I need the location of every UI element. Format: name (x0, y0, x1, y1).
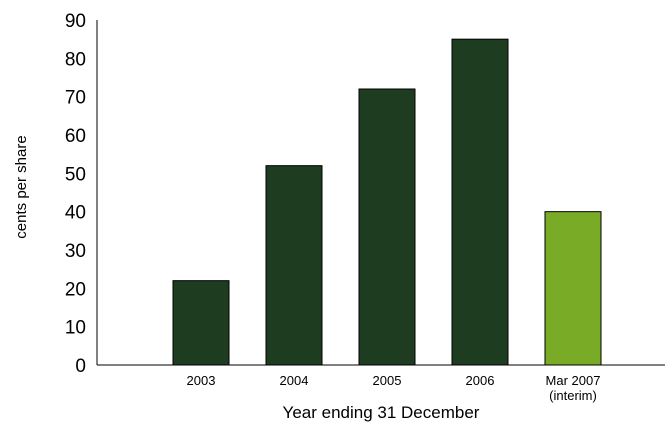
bar (265, 165, 323, 366)
x-tick-label: 2004 (280, 373, 309, 388)
x-tick-labels: 2003 2004 2005 2006 Mar 2007(interim) (187, 373, 601, 403)
y-tick-label: 0 (75, 356, 86, 377)
y-tick-label: 90 (65, 11, 86, 32)
y-axis-title: cents per share (13, 135, 30, 238)
x-tick-label: 2005 (373, 373, 402, 388)
x-tick-label: 2006 (466, 373, 495, 388)
y-tick-label: 80 (65, 49, 86, 70)
bar (451, 38, 509, 366)
bars (172, 38, 602, 366)
y-tick-labels: 0 10 20 30 40 50 60 70 80 90 (65, 11, 86, 377)
bar (358, 88, 416, 366)
y-tick-label: 70 (65, 88, 86, 109)
y-tick-label: 40 (65, 203, 86, 224)
y-tick-label: 60 (65, 126, 86, 147)
x-tick-sublabel: (interim) (549, 388, 597, 403)
x-axis-title: Year ending 31 December (283, 403, 480, 422)
y-tick-label: 10 (65, 318, 86, 339)
bar (544, 211, 602, 366)
y-tick-label: 50 (65, 164, 86, 185)
x-tick-label: 2003 (187, 373, 216, 388)
y-tick-label: 30 (65, 241, 86, 262)
bar (172, 280, 230, 366)
x-tick-label: Mar 2007 (546, 373, 601, 388)
y-tick-label: 20 (65, 279, 86, 300)
y-axis: 0 10 20 30 40 50 60 70 80 90 (65, 11, 98, 377)
